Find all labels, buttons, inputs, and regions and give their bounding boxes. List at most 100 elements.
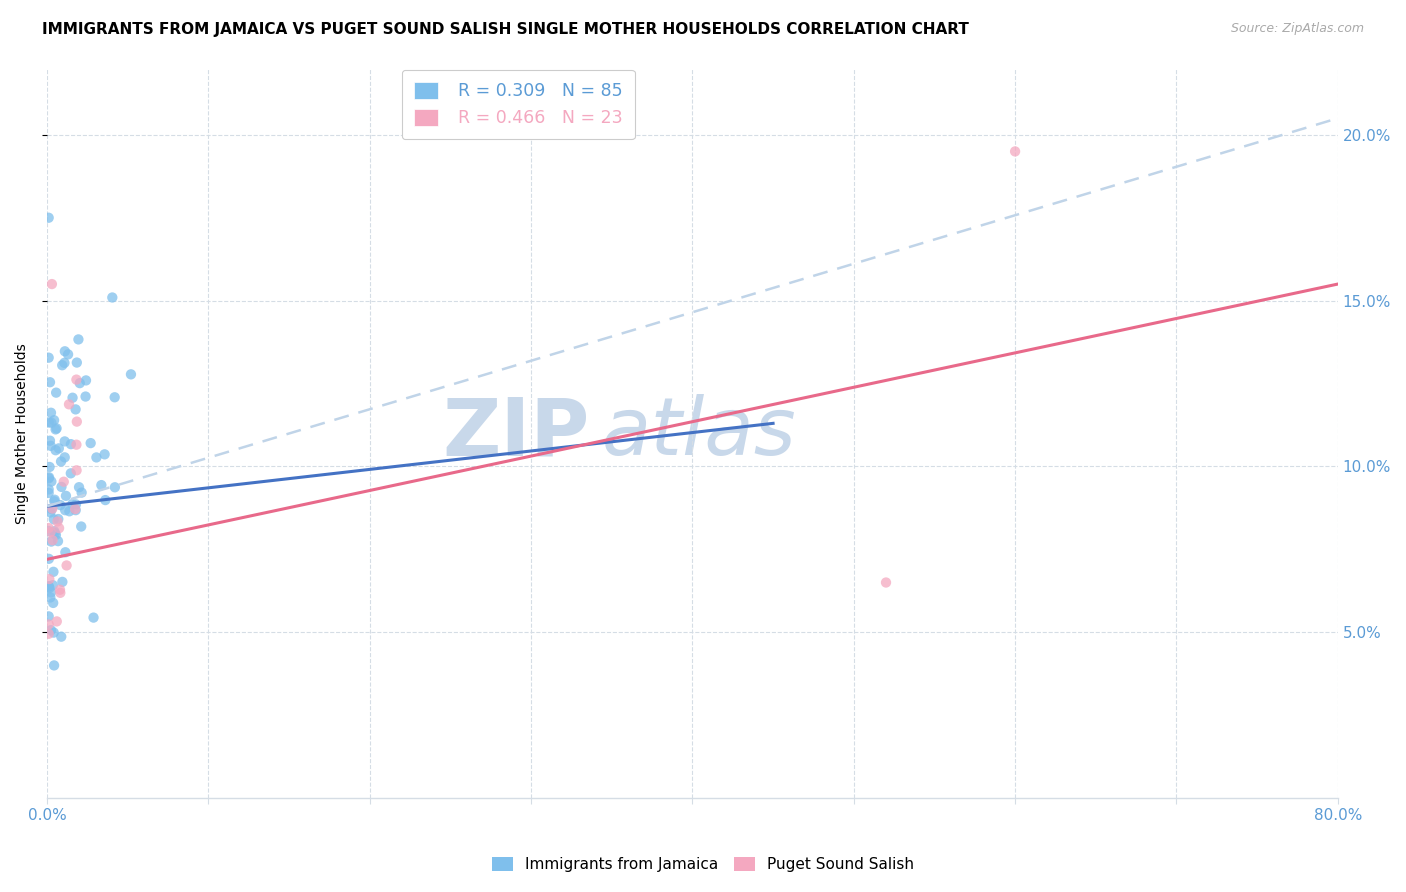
- Point: [38, 211, 60, 225]
- Point: [45, 615, 67, 629]
- Point: [67, 333, 90, 347]
- Point: [41, 502, 63, 516]
- Point: [52, 475, 75, 489]
- Point: [58, 397, 80, 411]
- Point: [101, 291, 124, 305]
- Point: [70, 519, 93, 533]
- Y-axis label: Single Mother Households: Single Mother Households: [15, 343, 30, 524]
- Point: [45, 421, 67, 435]
- Point: [104, 390, 127, 404]
- Point: [48, 442, 70, 456]
- Point: [66, 415, 89, 429]
- Point: [38, 581, 60, 595]
- Point: [38, 524, 60, 538]
- Point: [39, 406, 62, 420]
- Point: [38, 483, 60, 497]
- Point: [46, 534, 69, 549]
- Point: [51, 574, 73, 589]
- Point: [45, 422, 67, 436]
- Point: [60, 497, 83, 511]
- Point: [94, 493, 117, 508]
- Point: [58, 504, 80, 518]
- Point: [38, 471, 60, 485]
- Point: [65, 402, 87, 417]
- Point: [53, 545, 76, 559]
- Point: [56, 347, 79, 361]
- Point: [1004, 145, 1026, 159]
- Point: [38, 609, 60, 624]
- Point: [79, 436, 101, 450]
- Text: atlas: atlas: [602, 394, 797, 472]
- Point: [44, 524, 66, 539]
- Point: [44, 494, 66, 508]
- Point: [51, 630, 73, 644]
- Point: [86, 450, 108, 465]
- Point: [39, 434, 62, 448]
- Legend:   R = 0.309   N = 85,   R = 0.466   N = 23: R = 0.309 N = 85, R = 0.466 N = 23: [402, 70, 634, 139]
- Point: [65, 503, 87, 517]
- Point: [59, 467, 82, 481]
- Point: [45, 385, 67, 400]
- Point: [83, 610, 105, 624]
- Point: [46, 515, 69, 529]
- Point: [48, 521, 70, 535]
- Point: [42, 512, 65, 526]
- Point: [75, 390, 97, 404]
- Point: [90, 478, 112, 492]
- Point: [67, 480, 90, 494]
- Point: [41, 277, 63, 291]
- Point: [55, 489, 77, 503]
- Point: [41, 416, 63, 430]
- Point: [45, 528, 67, 542]
- Point: [65, 438, 87, 452]
- Point: [41, 533, 63, 548]
- Point: [38, 351, 60, 365]
- Point: [51, 358, 73, 372]
- Point: [49, 454, 72, 468]
- Point: [55, 558, 77, 573]
- Point: [53, 344, 76, 359]
- Point: [39, 591, 62, 605]
- Point: [38, 552, 60, 566]
- Point: [70, 485, 93, 500]
- Point: [49, 586, 72, 600]
- Point: [41, 475, 63, 489]
- Point: [38, 627, 60, 641]
- Point: [41, 501, 63, 516]
- Point: [53, 356, 76, 370]
- Point: [42, 625, 65, 640]
- Point: [42, 578, 65, 592]
- Point: [38, 579, 60, 593]
- Point: [38, 521, 60, 535]
- Point: [42, 413, 65, 427]
- Point: [53, 434, 76, 449]
- Point: [49, 582, 72, 597]
- Point: [45, 443, 67, 458]
- Point: [65, 373, 87, 387]
- Point: [38, 460, 60, 475]
- Point: [104, 480, 127, 494]
- Point: [63, 502, 86, 516]
- Point: [120, 368, 142, 382]
- Text: ZIP: ZIP: [441, 394, 589, 472]
- Point: [39, 439, 62, 453]
- Point: [39, 376, 62, 390]
- Text: IMMIGRANTS FROM JAMAICA VS PUGET SOUND SALISH SINGLE MOTHER HOUSEHOLDS CORRELATI: IMMIGRANTS FROM JAMAICA VS PUGET SOUND S…: [42, 22, 969, 37]
- Point: [39, 506, 62, 520]
- Point: [38, 580, 60, 594]
- Point: [65, 497, 87, 511]
- Point: [42, 596, 65, 610]
- Point: [39, 524, 62, 539]
- Point: [39, 585, 62, 599]
- Point: [44, 526, 66, 541]
- Point: [93, 447, 115, 461]
- Point: [65, 463, 87, 477]
- Point: [39, 534, 62, 549]
- Point: [53, 450, 76, 465]
- Point: [42, 658, 65, 673]
- Point: [62, 391, 84, 405]
- Text: Source: ZipAtlas.com: Source: ZipAtlas.com: [1230, 22, 1364, 36]
- Point: [49, 498, 72, 512]
- Legend: Immigrants from Jamaica, Puget Sound Salish: Immigrants from Jamaica, Puget Sound Sal…: [484, 849, 922, 880]
- Point: [46, 512, 69, 526]
